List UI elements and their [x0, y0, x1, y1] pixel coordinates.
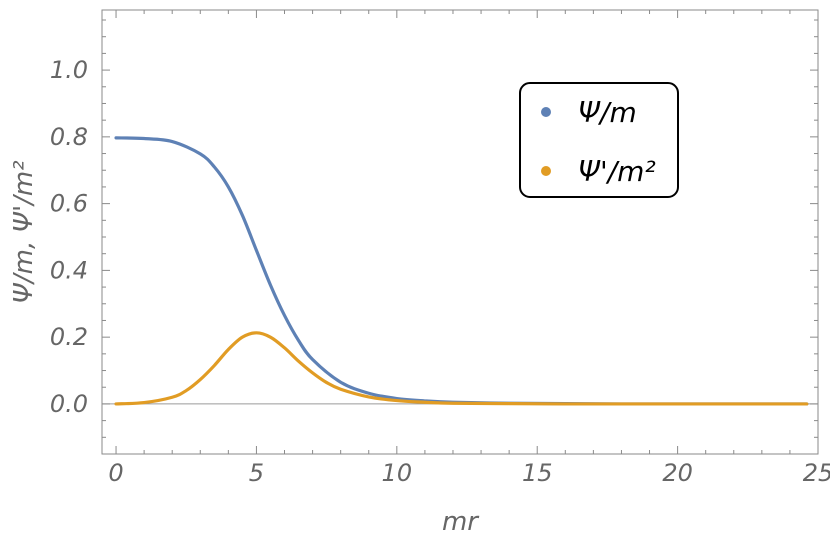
tick-labels: 0 5 10 15 20 25 0.0 0.2 0.4 0.6 0.8 1.0 — [50, 56, 830, 487]
x-tick-label: 10 — [382, 459, 413, 487]
legend-marker-psi-prime — [541, 166, 551, 176]
series-line-1 — [114, 331, 809, 406]
y-tick-label: 0.0 — [50, 390, 88, 418]
series-layer — [114, 136, 809, 406]
y-tick-label: 0.8 — [50, 123, 88, 151]
plot-frame — [101, 9, 819, 455]
y-axis-title: Ψ/m, Ψ'/m² — [9, 160, 39, 303]
legend-marker-psi — [541, 107, 551, 117]
series-line-0 — [114, 136, 809, 406]
y-tick-label: 0.2 — [50, 323, 88, 351]
x-axis-title: mr — [442, 507, 480, 537]
x-tick-label: 15 — [522, 459, 553, 487]
legend-label-psi-prime: Ψ'/m² — [578, 155, 656, 188]
legend: Ψ/m Ψ'/m² — [519, 82, 679, 198]
x-tick-label: 25 — [803, 459, 830, 487]
axis-ticks — [102, 10, 819, 454]
y-tick-label: 1.0 — [50, 56, 88, 84]
plot-border — [101, 9, 819, 455]
y-tick-label: 0.6 — [50, 190, 88, 218]
x-tick-label: 20 — [662, 459, 693, 487]
legend-label-psi: Ψ/m — [578, 96, 637, 129]
x-tick-label: 5 — [249, 459, 264, 487]
x-tick-label: 0 — [108, 459, 123, 487]
legend-box — [519, 82, 679, 198]
y-tick-label: 0.4 — [50, 256, 88, 284]
